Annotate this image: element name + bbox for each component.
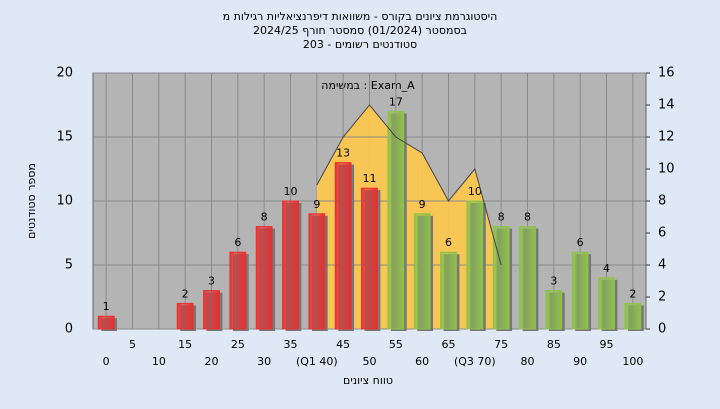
data-label: 11 (363, 172, 377, 185)
x-tick-label: 35 (284, 338, 298, 351)
x-tick-label: 50 (363, 355, 377, 368)
x-tick-label: 30 (257, 355, 271, 368)
x-tick-label: 15 (178, 338, 192, 351)
bar (598, 277, 615, 330)
area-edge (316, 104, 502, 266)
bar (545, 290, 563, 330)
title-line: בסמסטר (01/2024) סמסטר חורף 2024/25 (253, 24, 467, 37)
data-label: 3 (550, 275, 557, 288)
x-tick-label: 85 (547, 338, 561, 351)
y-tick-label: 15 (56, 130, 73, 145)
x-tick-label: 0 (103, 355, 110, 368)
x-tick-label: 65 (442, 338, 456, 351)
title-line: סטודנטים רשומים - 203 (303, 38, 417, 51)
bar (624, 302, 642, 330)
x-tick-label: (Q1 40) (296, 355, 338, 368)
x-tick-label: 80 (521, 355, 535, 368)
x-tick-label: 20 (205, 355, 219, 368)
bar (413, 213, 431, 330)
x-tick-label: 95 (600, 338, 614, 351)
data-label: 10 (284, 185, 298, 198)
y2-tick-label: 0 (658, 322, 666, 337)
y-tick-label: 20 (56, 66, 73, 81)
y-tick-label: 5 (65, 258, 73, 273)
bar (97, 315, 115, 330)
x-tick-label: 75 (494, 338, 508, 351)
bar (229, 251, 247, 330)
x-tick-label: 25 (231, 338, 245, 351)
bar (203, 290, 220, 330)
bar (492, 226, 510, 330)
y2-tick-label: 6 (658, 226, 666, 241)
x-tick-label: 55 (389, 338, 403, 351)
data-label: 6 (234, 236, 241, 249)
annotation: במשימה : Exam_A (321, 79, 415, 92)
title-line: היסטוגרמת ציונים בקורס - משוואות דיפרנצי… (223, 10, 498, 23)
data-label: 10 (468, 185, 482, 198)
data-label: 3 (208, 275, 215, 288)
y2-tick-label: 2 (658, 290, 666, 305)
bar (361, 187, 378, 330)
data-label: 2 (629, 287, 636, 300)
y2-tick-label: 16 (658, 66, 675, 81)
bar (387, 110, 405, 330)
data-label: 9 (313, 198, 320, 211)
bar (466, 200, 484, 330)
x-tick-label: 45 (336, 338, 350, 351)
y2-tick-label: 8 (658, 194, 666, 209)
data-label: 1 (103, 300, 110, 313)
data-label: 4 (603, 262, 610, 275)
bar (571, 251, 589, 330)
x-tick-label: 5 (129, 338, 136, 351)
data-label: 8 (498, 211, 505, 224)
data-label: 8 (261, 211, 268, 224)
y2-tick-label: 4 (658, 258, 666, 273)
y-tick-label: 0 (65, 322, 73, 337)
x-tick-label: 10 (152, 355, 166, 368)
y2-tick-label: 14 (658, 98, 675, 113)
data-label: 6 (445, 236, 452, 249)
data-label: 6 (577, 236, 584, 249)
bar (334, 162, 352, 330)
bar (255, 226, 273, 330)
x-tick-label: 60 (415, 355, 429, 368)
y2-tick-label: 12 (658, 130, 675, 145)
x-tick-label: 90 (573, 355, 587, 368)
bar (308, 213, 326, 330)
y-axis-label: מספר סטודנטים (25, 163, 38, 239)
bar (176, 302, 194, 330)
data-label: 17 (389, 95, 403, 108)
x-tick-label: 100 (622, 355, 643, 368)
data-label: 9 (419, 198, 426, 211)
y2-tick-label: 10 (658, 162, 675, 177)
y-tick-label: 10 (56, 194, 73, 209)
data-label: 8 (524, 211, 531, 224)
data-label: 2 (182, 287, 189, 300)
x-tick-label: (Q3 70) (454, 355, 496, 368)
x-axis-label: טווח ציונים (343, 374, 393, 387)
bar (282, 200, 299, 330)
bar (519, 226, 536, 330)
bar (440, 251, 457, 330)
data-label: 13 (336, 147, 350, 160)
